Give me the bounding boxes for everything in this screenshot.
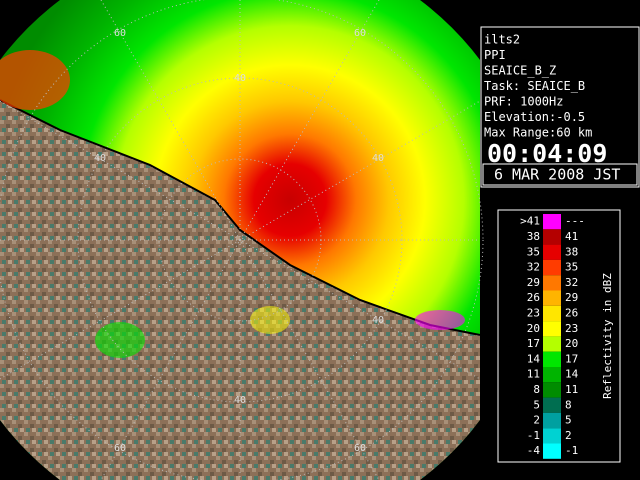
range-label: 40 <box>234 395 246 406</box>
legend-high: 14 <box>565 368 579 381</box>
date: 6 MAR 2008 JST <box>494 166 620 184</box>
legend-high: --- <box>565 215 585 228</box>
legend-low: 29 <box>527 276 540 289</box>
range-label: 60 <box>354 28 366 39</box>
legend-title: Reflectivity in dBZ <box>601 273 614 399</box>
legend-low: 32 <box>527 261 540 274</box>
legend-low: -4 <box>527 444 541 457</box>
date-frame <box>482 163 638 186</box>
legend-high: 35 <box>565 261 578 274</box>
info-line: PRF: 1000Hz <box>484 95 563 109</box>
legend-high: -1 <box>565 444 578 457</box>
time: 00:04:09 <box>487 139 607 168</box>
legend-swatch <box>543 397 561 413</box>
legend-swatch <box>543 259 561 276</box>
legend-low: 5 <box>533 398 540 411</box>
legend-high: 41 <box>565 230 578 243</box>
legend-swatch <box>543 229 561 245</box>
legend-swatch <box>543 321 561 337</box>
legend-swatch <box>543 412 561 429</box>
info-line: PPI <box>484 48 506 62</box>
legend-high: 20 <box>565 337 578 350</box>
range-label: 40 <box>372 315 384 326</box>
range-label: 60 <box>354 443 366 454</box>
legend-swatch <box>543 305 561 322</box>
legend-low: 35 <box>527 245 540 258</box>
legend-low: 14 <box>527 352 541 365</box>
range-label: 40 <box>94 153 106 164</box>
legend-swatch <box>543 336 561 352</box>
legend-swatch <box>543 367 561 383</box>
info-panel <box>480 26 640 188</box>
legend-low: 2 <box>533 414 540 427</box>
legend-swatch <box>543 214 561 230</box>
legend-high: 38 <box>565 245 578 258</box>
radar-image <box>0 0 484 480</box>
legend-high: 17 <box>565 352 578 365</box>
range-label: 40 <box>372 153 384 164</box>
legend-high: 32 <box>565 276 578 289</box>
info-line: ilts2 <box>484 33 520 47</box>
info-line: Task: SEAICE_B <box>484 79 585 93</box>
legend-low: 23 <box>527 306 540 319</box>
legend-high: 23 <box>565 322 578 335</box>
legend-swatch <box>543 275 561 291</box>
legend-swatch <box>543 244 561 260</box>
legend-swatch <box>543 351 561 367</box>
legend-high: 26 <box>565 306 578 319</box>
legend-swatch <box>543 428 561 444</box>
legend-low: 11 <box>527 368 540 381</box>
info-line: SEAICE_B_Z <box>484 64 556 78</box>
range-label: 60 <box>114 28 126 39</box>
legend-swatch <box>543 443 561 459</box>
legend-low: 17 <box>527 337 540 350</box>
range-label: 60 <box>114 443 126 454</box>
legend-high: 11 <box>565 383 578 396</box>
legend-high: 5 <box>565 414 572 427</box>
legend-low: >41 <box>520 215 540 228</box>
legend-low: -1 <box>527 429 540 442</box>
range-label: 40 <box>234 73 246 84</box>
legend-low: 38 <box>527 230 540 243</box>
legend-swatch <box>543 382 561 398</box>
legend-high: 8 <box>565 398 572 411</box>
legend-swatch <box>543 290 561 306</box>
legend-rows: >41 --- 38 41 35 38 32 35 29 32 26 29 23 26 20 23 17 20 14… <box>520 214 585 459</box>
legend-low: 8 <box>533 383 540 396</box>
info-line: Max Range:60 km <box>484 126 592 140</box>
legend-high: 2 <box>565 429 572 442</box>
legend-high: 29 <box>565 291 578 304</box>
legend-low: 26 <box>527 291 540 304</box>
legend-low: 20 <box>527 322 540 335</box>
info-line: Elevation:-0.5 <box>484 110 585 124</box>
